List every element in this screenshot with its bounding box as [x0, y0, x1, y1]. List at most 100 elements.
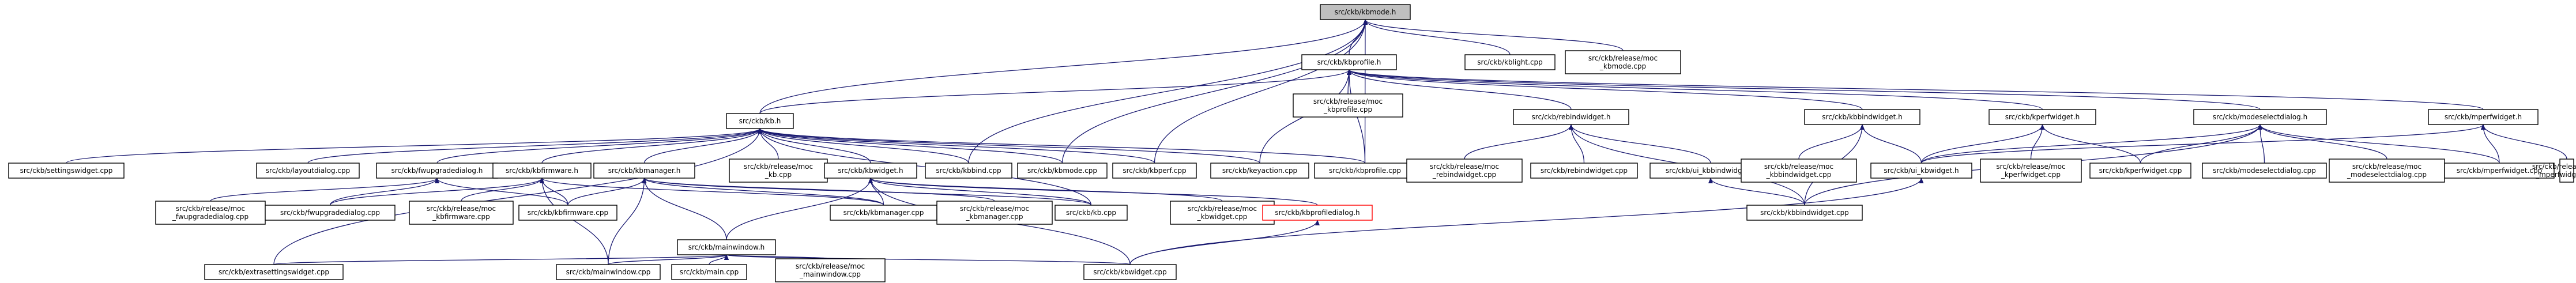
- node-kbbindwidget-h[interactable]: src/ckb/kbbindwidget.h: [1804, 109, 1920, 125]
- node-mainwindow-cpp[interactable]: src/ckb/mainwindow.cpp: [556, 264, 661, 280]
- node-box[interactable]: [265, 205, 396, 221]
- node-moc-kbbindwidget-cpp[interactable]: src/ckb/release/moc_kbbindwidget.cpp: [1741, 159, 1857, 183]
- node-kbprofiledialog-h[interactable]: src/ckb/kbprofiledialog.h: [1262, 205, 1373, 221]
- node-box[interactable]: [1262, 205, 1373, 221]
- node-kbfirmware-h[interactable]: src/ckb/kbfirmware.h: [492, 163, 592, 179]
- node-box[interactable]: [1746, 205, 1863, 221]
- node-box[interactable]: [1083, 264, 1177, 280]
- node-fwupgradedialog-cpp[interactable]: src/ckb/fwupgradedialog.cpp: [265, 205, 396, 221]
- node-box[interactable]: [1320, 4, 1411, 20]
- node-box[interactable]: [2444, 163, 2555, 179]
- node-kbbind-cpp[interactable]: src/ckb/kbbind.cpp: [925, 163, 1012, 179]
- node-box[interactable]: [556, 264, 661, 280]
- node-kb-cpp[interactable]: src/ckb/kb.cpp: [1054, 205, 1128, 221]
- node-box[interactable]: [409, 201, 514, 225]
- node-box[interactable]: [204, 264, 344, 280]
- node-box[interactable]: [1870, 163, 1972, 179]
- node-box[interactable]: [155, 201, 266, 225]
- node-box[interactable]: [1170, 201, 1275, 225]
- node-box[interactable]: [1513, 109, 1629, 125]
- node-box[interactable]: [1017, 163, 1108, 179]
- node-mainwindow-h[interactable]: src/ckb/mainwindow.h: [677, 239, 776, 255]
- node-box[interactable]: [671, 264, 747, 280]
- node-box[interactable]: [1314, 163, 1416, 179]
- node-kbfirmware-cpp[interactable]: src/ckb/kbfirmware.cpp: [518, 205, 617, 221]
- node-box[interactable]: [726, 113, 794, 129]
- node-rebindwidget-h[interactable]: src/ckb/rebindwidget.h: [1513, 109, 1629, 125]
- node-main-cpp[interactable]: src/ckb/main.cpp: [671, 264, 747, 280]
- node-keyaction-cpp[interactable]: src/ckb/keyaction.cpp: [1210, 163, 1309, 179]
- node-box[interactable]: [824, 163, 917, 179]
- node-box[interactable]: [256, 163, 360, 179]
- node-kbprofile-h[interactable]: src/ckb/kbprofile.h: [1301, 54, 1397, 70]
- node-box[interactable]: [1112, 163, 1197, 179]
- node-box[interactable]: [2089, 163, 2191, 179]
- node-kbperf-cpp[interactable]: src/ckb/kbperf.cpp: [1112, 163, 1197, 179]
- node-mperfwidget-h[interactable]: src/ckb/mperfwidget.h: [2428, 109, 2539, 125]
- node-box[interactable]: [1804, 109, 1920, 125]
- node-box[interactable]: [729, 159, 828, 183]
- node-kperfwidget-cpp[interactable]: src/ckb/kperfwidget.cpp: [2089, 163, 2191, 179]
- node-moc-kbwidget-cpp[interactable]: src/ckb/release/moc_kbwidget.cpp: [1170, 201, 1275, 225]
- node-moc-kbprofile-cpp[interactable]: src/ckb/release/moc_kbprofile.cpp: [1293, 93, 1403, 118]
- node-ui-kbwidget-h[interactable]: src/ckb/ui_kbwidget.h: [1870, 163, 1972, 179]
- node-kbwidget-cpp[interactable]: src/ckb/kbwidget.cpp: [1083, 264, 1177, 280]
- node-box[interactable]: [1301, 54, 1397, 70]
- node-box[interactable]: [2193, 109, 2327, 125]
- node-kbbindwidget-cpp[interactable]: src/ckb/kbbindwidget.cpp: [1746, 205, 1863, 221]
- node-fwupgradedialog-h[interactable]: src/ckb/fwupgradedialog.h: [376, 163, 498, 179]
- node-box[interactable]: [2428, 109, 2539, 125]
- node-moc-kb-cpp[interactable]: src/ckb/release/moc_kb.cpp: [729, 159, 828, 183]
- node-box[interactable]: [1293, 93, 1403, 118]
- node-box[interactable]: [1464, 54, 1556, 70]
- node-kperfwidget-h[interactable]: src/ckb/kperfwidget.h: [1989, 109, 2096, 125]
- edge-kbwidget_h-to-mainwindow_h: [726, 178, 873, 240]
- node-box[interactable]: [1210, 163, 1309, 179]
- node-mperfwidget-cpp[interactable]: src/ckb/mperfwidget.cpp: [2444, 163, 2555, 179]
- node-kb-h[interactable]: src/ckb/kb.h: [726, 113, 794, 129]
- node-box[interactable]: [1565, 50, 1681, 74]
- node-settingswidget-cpp[interactable]: src/ckb/settingswidget.cpp: [8, 163, 125, 179]
- node-kbprofile-cpp[interactable]: src/ckb/kbprofile.cpp: [1314, 163, 1416, 179]
- node-kblight-cpp[interactable]: src/ckb/kblight.cpp: [1464, 54, 1556, 70]
- node-box[interactable]: [2559, 159, 2574, 183]
- node-label: src/ckb/mperfwidget.cpp: [2457, 167, 2543, 175]
- node-extrasettingswidget-cpp[interactable]: src/ckb/extrasettingswidget.cpp: [204, 264, 344, 280]
- node-kbwidget-h[interactable]: src/ckb/kbwidget.h: [824, 163, 917, 179]
- node-kbmanager-cpp[interactable]: src/ckb/kbmanager.cpp: [830, 205, 937, 221]
- node-moc-kbmode-cpp[interactable]: src/ckb/release/moc_kbmode.cpp: [1565, 50, 1681, 74]
- node-box[interactable]: [8, 163, 125, 179]
- node-box[interactable]: [593, 163, 695, 179]
- node-moc-rebindwidget-cpp[interactable]: src/ckb/release/moc_rebindwidget.cpp: [1406, 159, 1523, 183]
- node-moc-mperfwidget-cpp[interactable]: src/ckb/release/moc_mperfwidget.cpp: [2532, 159, 2576, 183]
- node-box[interactable]: [830, 205, 937, 221]
- node-box[interactable]: [925, 163, 1012, 179]
- node-moc-mainwindow-cpp[interactable]: src/ckb/release/moc_mainwindow.cpp: [775, 258, 886, 282]
- node-modeselectdialog-h[interactable]: src/ckb/modeselectdialog.h: [2193, 109, 2327, 125]
- node-box[interactable]: [1741, 159, 1857, 183]
- node-box[interactable]: [1530, 163, 1638, 179]
- node-moc-kbfirmware-cpp[interactable]: src/ckb/release/moc_kbfirmware.cpp: [409, 201, 514, 225]
- node-kbmode-h[interactable]: src/ckb/kbmode.h: [1320, 4, 1411, 20]
- node-layoutdialog-cpp[interactable]: src/ckb/layoutdialog.cpp: [256, 163, 360, 179]
- node-moc-kbmanager-cpp[interactable]: src/ckb/release/moc_kbmanager.cpp: [936, 201, 1053, 225]
- node-moc-kperfwidget-cpp[interactable]: src/ckb/release/moc_kperfwidget.cpp: [1980, 159, 2082, 183]
- node-box[interactable]: [936, 201, 1053, 225]
- node-kbmode-cpp[interactable]: src/ckb/kbmode.cpp: [1017, 163, 1108, 179]
- node-box[interactable]: [518, 205, 617, 221]
- node-box[interactable]: [677, 239, 776, 255]
- node-modeselectdialog-cpp[interactable]: src/ckb/modeselectdialog.cpp: [2202, 163, 2327, 179]
- node-box[interactable]: [1406, 159, 1523, 183]
- node-box[interactable]: [1054, 205, 1128, 221]
- node-moc-modeselectdialog-cpp[interactable]: src/ckb/release/moc_modeselectdialog.cpp: [2329, 159, 2445, 183]
- node-kbmanager-h[interactable]: src/ckb/kbmanager.h: [593, 163, 695, 179]
- node-box[interactable]: [2202, 163, 2327, 179]
- node-rebindwidget-cpp[interactable]: src/ckb/rebindwidget.cpp: [1530, 163, 1638, 179]
- node-box[interactable]: [492, 163, 592, 179]
- node-box[interactable]: [1980, 159, 2082, 183]
- node-box[interactable]: [1989, 109, 2096, 125]
- node-label: src/ckb/release/moc: [1588, 54, 1658, 62]
- node-moc-fwupgradedialog-cpp[interactable]: src/ckb/release/moc_fwupgradedialog.cpp: [155, 201, 266, 225]
- node-box[interactable]: [2329, 159, 2445, 183]
- node-box[interactable]: [775, 258, 886, 282]
